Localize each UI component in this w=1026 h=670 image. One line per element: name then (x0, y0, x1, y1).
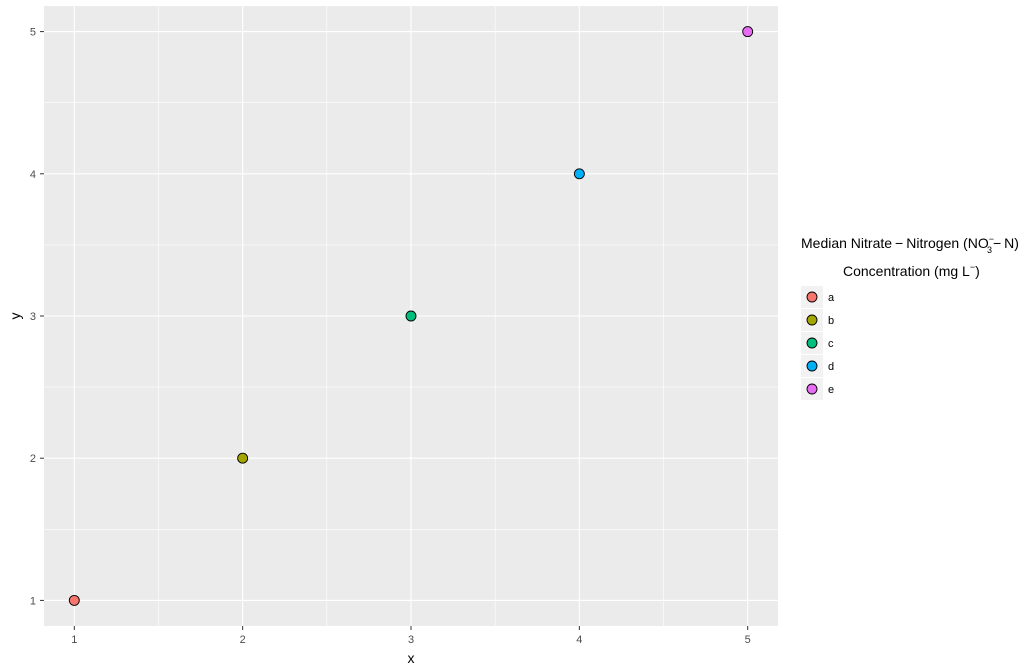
legend-label-d: d (828, 361, 834, 373)
point-c (405, 310, 417, 322)
x-axis-title: x (408, 650, 415, 666)
legend-title2-suffix: ) (975, 263, 980, 279)
legend-title-sub: 3 (987, 245, 992, 255)
legend-title-minus2: − (993, 235, 1001, 251)
legend-label-a: a (828, 292, 835, 304)
legend-key-d (806, 360, 818, 372)
point-b (237, 452, 249, 464)
legend-label-b: b (828, 315, 834, 327)
legend-title-minus1: − (895, 235, 903, 251)
legend-key-e (806, 383, 818, 395)
legend-key-b (806, 314, 818, 326)
x-tick-label: 2 (240, 634, 246, 646)
legend-title-line1: Median Nitrate − Nitrogen (NO− 3− N) (801, 234, 1019, 255)
x-tick-label: 3 (408, 634, 414, 646)
legend-title-line2: Concentration (mg L−) (843, 262, 980, 279)
y-axis: 1 2 3 4 5 (30, 27, 44, 607)
legend-title-sup: − (989, 234, 994, 244)
y-tick-label: 3 (30, 311, 36, 323)
data-points (68, 26, 754, 606)
legend-label-c: c (828, 338, 834, 350)
y-tick-label: 2 (30, 453, 36, 465)
legend: Median Nitrate − Nitrogen (NO− 3− N) Concent… (801, 234, 1019, 400)
legend-key-c (806, 337, 818, 349)
y-axis-title: y (7, 313, 23, 320)
legend-title-middle: Nitrogen (NO (906, 235, 989, 251)
y-tick-label: 5 (30, 27, 36, 39)
legend-title-prefix: Median Nitrate (801, 235, 892, 251)
y-tick-label: 4 (30, 169, 36, 181)
x-tick-label: 4 (576, 634, 582, 646)
x-tick-label: 1 (71, 634, 77, 646)
legend-title2-prefix: Concentration (mg L (843, 263, 970, 279)
legend-key-a (806, 291, 818, 303)
y-tick-label: 1 (30, 595, 36, 607)
legend-title-suffix: N) (1004, 235, 1019, 251)
legend-title2-sup: − (970, 262, 975, 272)
point-a (68, 594, 80, 606)
point-e (742, 26, 754, 38)
x-tick-label: 5 (745, 634, 751, 646)
x-axis: 1 2 3 4 5 (71, 626, 751, 646)
legend-label-e: e (828, 384, 834, 396)
point-d (573, 168, 585, 180)
